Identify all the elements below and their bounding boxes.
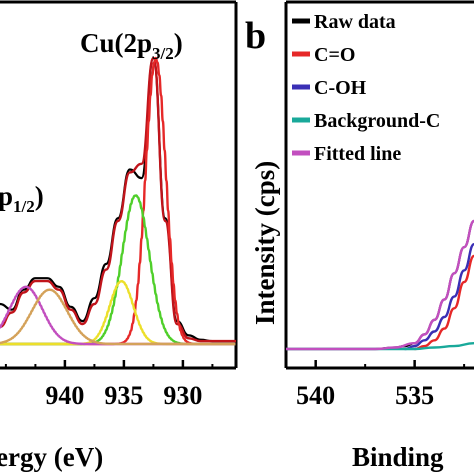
panel-a-series-component-4 xyxy=(0,280,236,346)
annotation-2p12-sub: 1/2 xyxy=(13,197,35,216)
panel-b-x-tick-label-540: 540 xyxy=(296,381,335,410)
annotation-2p12-base: p xyxy=(0,181,13,211)
legend-label-raw-data: Raw data xyxy=(314,11,396,33)
annotation-2p12: p1/2) xyxy=(0,181,44,216)
panel-b-series xyxy=(286,219,474,351)
annotation-cu-2p32-sub: 3/2 xyxy=(152,44,174,63)
panel-a-series xyxy=(0,56,236,346)
panel-a-x-tick-label-930: 930 xyxy=(163,381,202,410)
legend-label-background-c: Background-C xyxy=(314,110,440,132)
panel-b-x-tick-label-535: 535 xyxy=(395,381,434,410)
panel-a: 940 935 930 Cu(2p3/2) p1/2) ergy (eV) xyxy=(0,0,238,472)
panel-a-x-tick-label-935: 935 xyxy=(104,381,143,410)
legend-label-fitted-line: Fitted line xyxy=(314,143,401,165)
panel-b-y-axis-label: Intensity (cps) xyxy=(250,161,280,325)
panel-b-legend: Raw data C=O C-OH Background-C Fitted line xyxy=(292,11,440,165)
panel-b-series-c-o xyxy=(414,254,474,351)
panel-b-x-axis-label: Binding xyxy=(352,442,444,472)
annotation-cu-2p32-tail: ) xyxy=(174,28,183,58)
panel-b-series-c-oh xyxy=(404,243,474,351)
panel-b-series-fitted-line xyxy=(286,219,474,351)
panel-b: b Intensity (cps) 540535530 Raw dataC=OC… xyxy=(245,0,474,472)
annotation-cu-2p32-base: Cu(2p xyxy=(80,28,152,58)
panel-a-series-fit-1 xyxy=(0,56,236,343)
legend-label-c-o: C=O xyxy=(314,44,355,66)
panel-a-x-axis-label: ergy (eV) xyxy=(0,442,103,472)
panel-a-ticks: 940 935 930 xyxy=(4,360,214,410)
panel-b-series-raw-data xyxy=(286,219,474,351)
panel-a-series-component-6 xyxy=(0,288,236,346)
panel-b-label: b xyxy=(245,15,266,57)
annotation-2p12-tail: ) xyxy=(35,181,44,211)
legend-label-c-oh: C-OH xyxy=(314,77,367,99)
panel-b-ticks: 540535530 xyxy=(296,360,466,410)
panel-a-x-tick-label-940: 940 xyxy=(45,381,84,410)
annotation-cu-2p32: Cu(2p3/2) xyxy=(80,28,183,63)
panel-a-series-component-5 xyxy=(0,285,236,346)
